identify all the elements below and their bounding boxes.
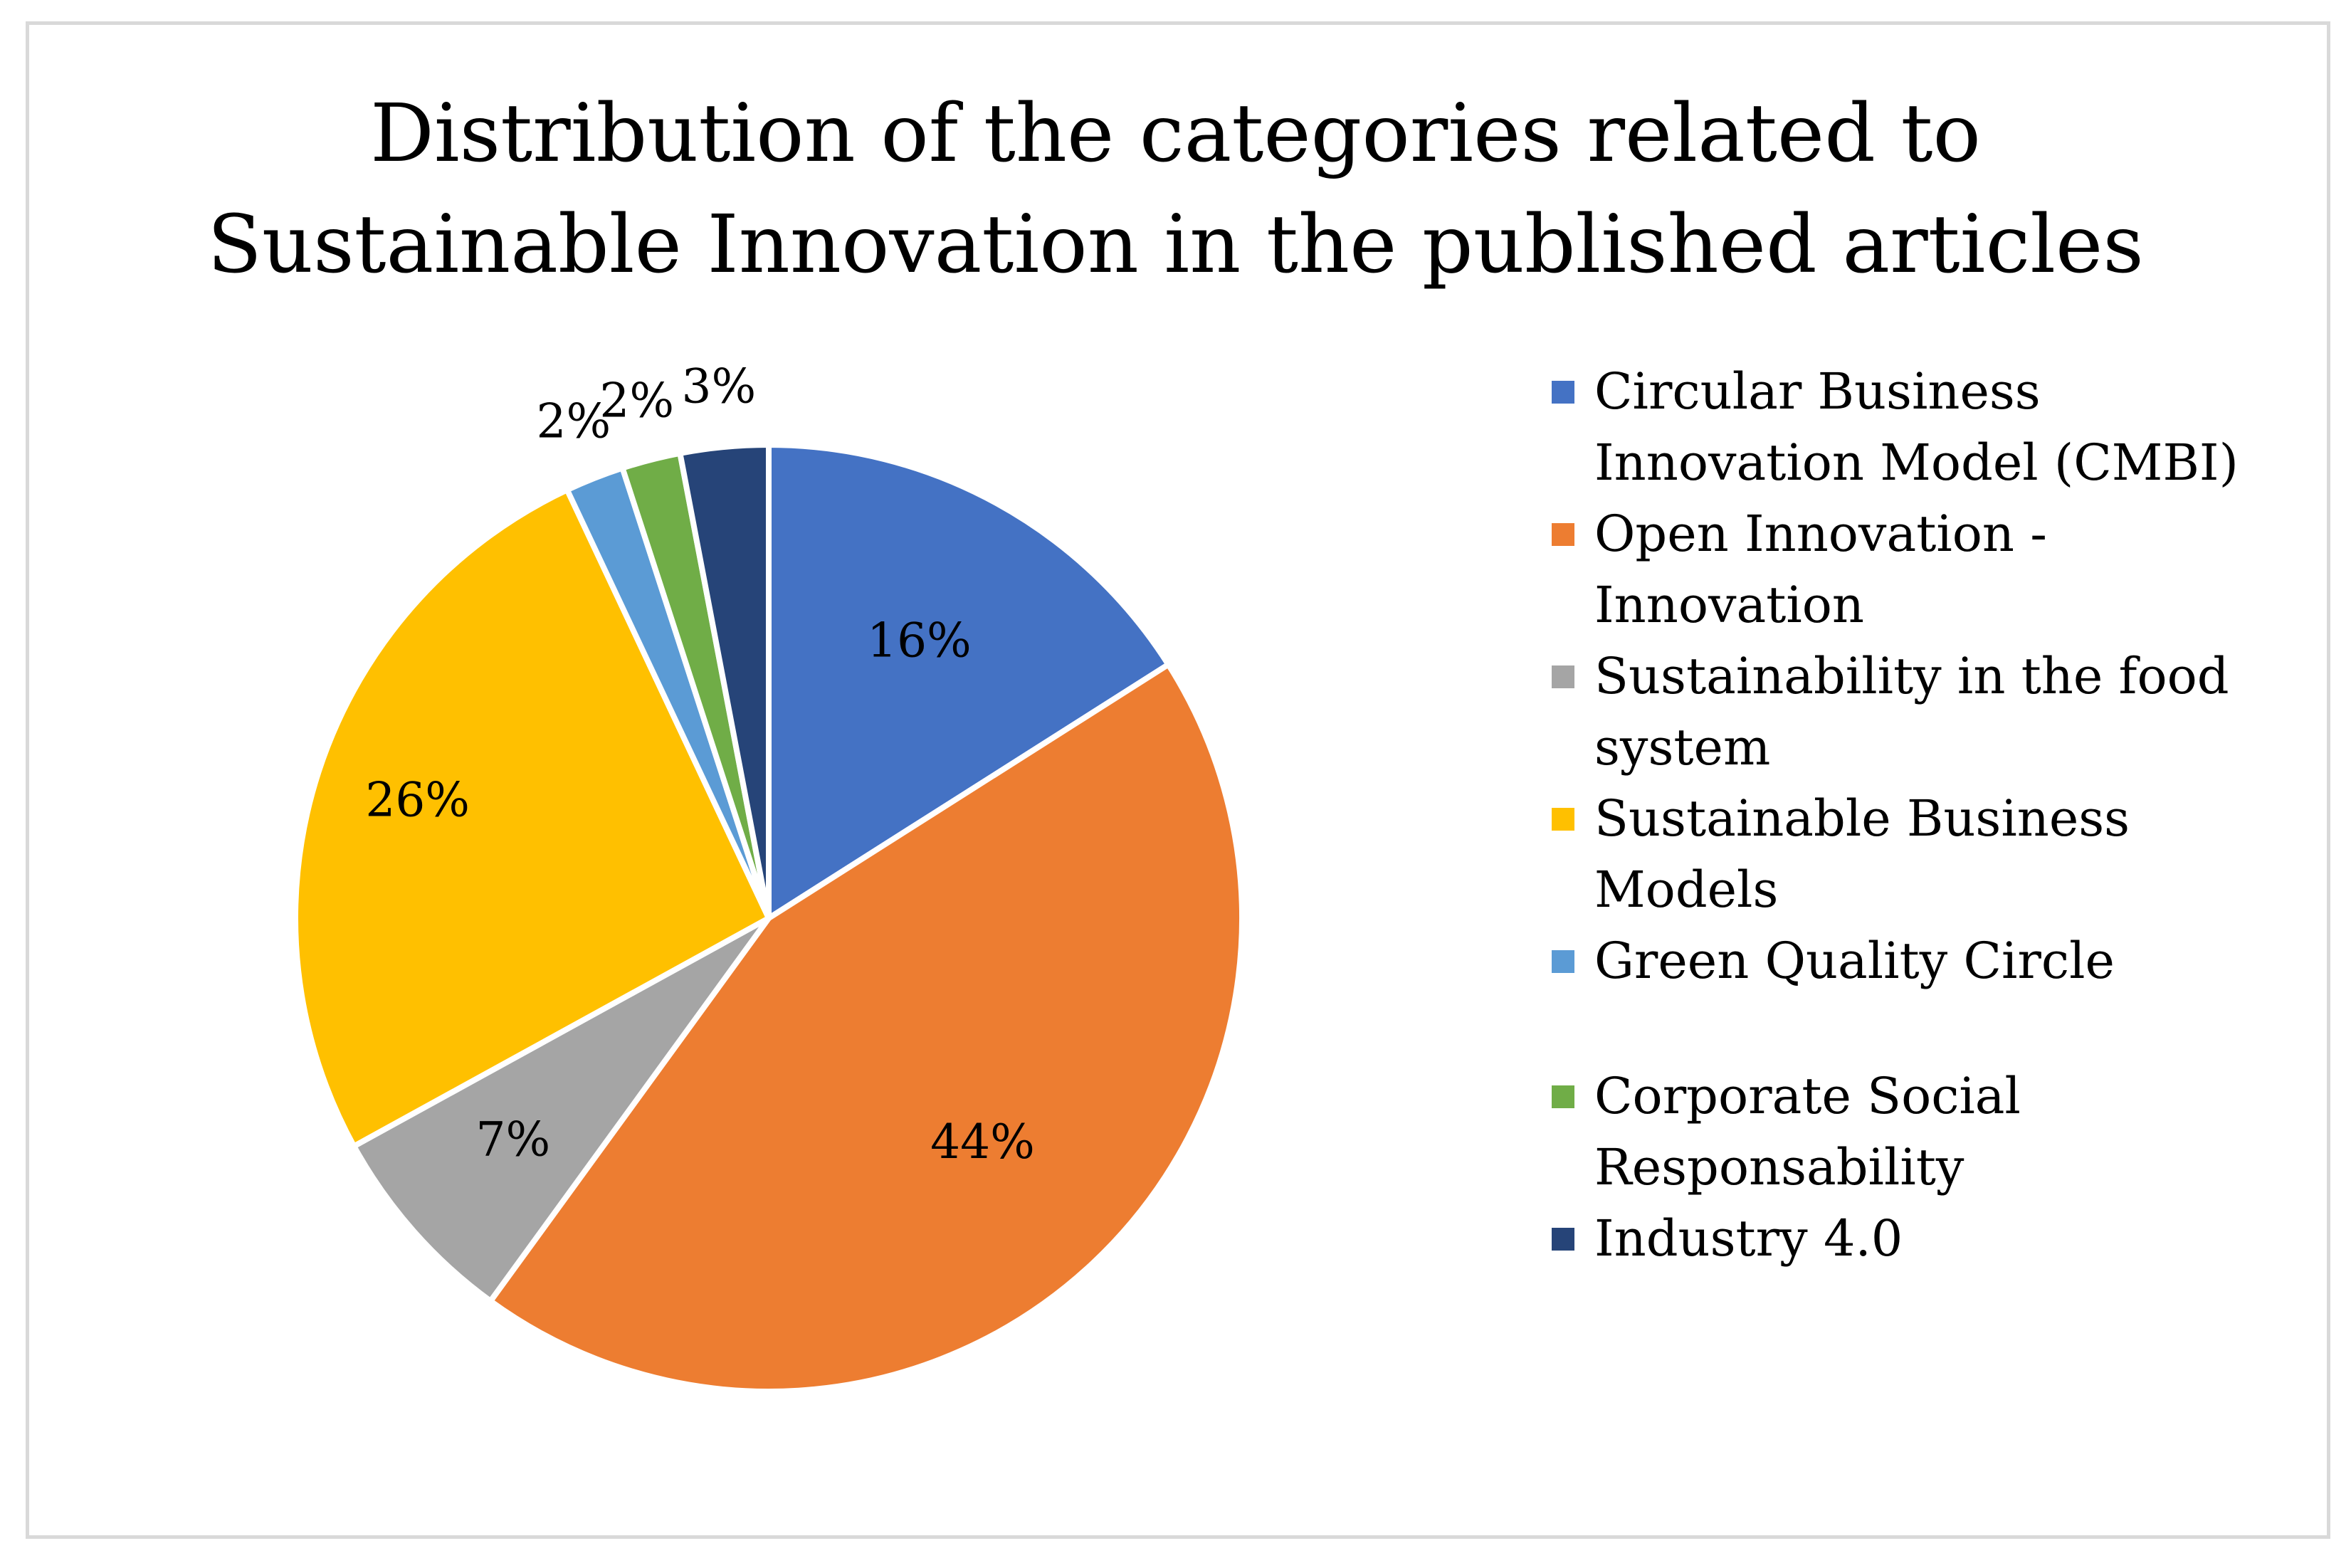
legend-label-industry-4: Industry 4.0 (1594, 1209, 1903, 1268)
legend-label-csr-line-2: Responsability (1594, 1138, 1965, 1196)
legend-item-cmbi: Circular Business Innovation Model (CMBI… (1545, 356, 2313, 498)
legend-swatch-open-innovation (1552, 523, 1574, 546)
legend-label-food-system-line-1: Sustainability in the food (1594, 647, 2229, 705)
data-label-green-quality-circle: 2% (536, 394, 611, 449)
legend-label-open-innovation-line-1: Open Innovation - (1594, 505, 2047, 563)
legend-swatch-csr (1552, 1085, 1574, 1108)
legend-label-csr-line-1: Corporate Social (1594, 1067, 2021, 1125)
data-label-food-system: 7% (475, 1112, 550, 1167)
legend-item-open-innovation: Open Innovation - Innovation (1545, 498, 2313, 641)
legend-label-cmbi-line-1: Circular Business (1594, 362, 2041, 421)
legend-item-sustainable-business-models: Sustainable Business Models (1545, 783, 2313, 925)
data-label-csr: 2% (599, 374, 674, 428)
legend-label-open-innovation-line-2: Innovation (1594, 576, 1864, 634)
legend-item-food-system: Sustainability in the food system (1545, 641, 2313, 783)
legend-label-cmbi-line-2: Innovation Model (CMBI) (1594, 433, 2239, 492)
chart-frame (26, 21, 2330, 1539)
pie-slice-industry-4 (677, 442, 772, 921)
legend-swatch-food-system (1552, 665, 1574, 688)
legend-item-green-quality-circle: Green Quality Circle (1545, 925, 2313, 996)
legend: Circular Business Innovation Model (CMBI… (1545, 356, 2313, 1274)
legend-item-industry-4: Industry 4.0 (1545, 1203, 2313, 1274)
legend-label-sbm-line-2: Models (1594, 861, 1779, 919)
legend-swatch-cmbi (1552, 381, 1574, 404)
chart-title: Distribution of the categories related t… (0, 78, 2351, 300)
legend-swatch-industry-4 (1552, 1228, 1574, 1251)
data-label-cmbi: 16% (867, 613, 972, 668)
legend-label-green-quality-circle: Green Quality Circle (1594, 932, 2115, 990)
legend-label-sbm-line-1: Sustainable Business (1594, 789, 2130, 848)
pie-slice-open-innovation (488, 661, 1245, 1394)
data-label-open-innovation: 44% (930, 1115, 1035, 1169)
data-label-industry-4: 3% (682, 359, 757, 414)
chart-title-line-1: Distribution of the categories related t… (370, 88, 1981, 180)
data-label-sustainable-business-models: 26% (365, 773, 470, 828)
legend-swatch-sustainable-business-models (1552, 808, 1574, 831)
pie-slice-sustainable-business-models (293, 487, 772, 1149)
legend-label-food-system-line-2: system (1594, 718, 1771, 777)
legend-swatch-green-quality-circle (1552, 950, 1574, 973)
chart-title-line-2: Sustainable Innovation in the published … (207, 199, 2144, 291)
pie-slice-cmbi (766, 442, 1172, 921)
legend-item-csr: Corporate Social Responsability (1545, 1061, 2313, 1203)
pie-slice-food-system (351, 915, 772, 1304)
